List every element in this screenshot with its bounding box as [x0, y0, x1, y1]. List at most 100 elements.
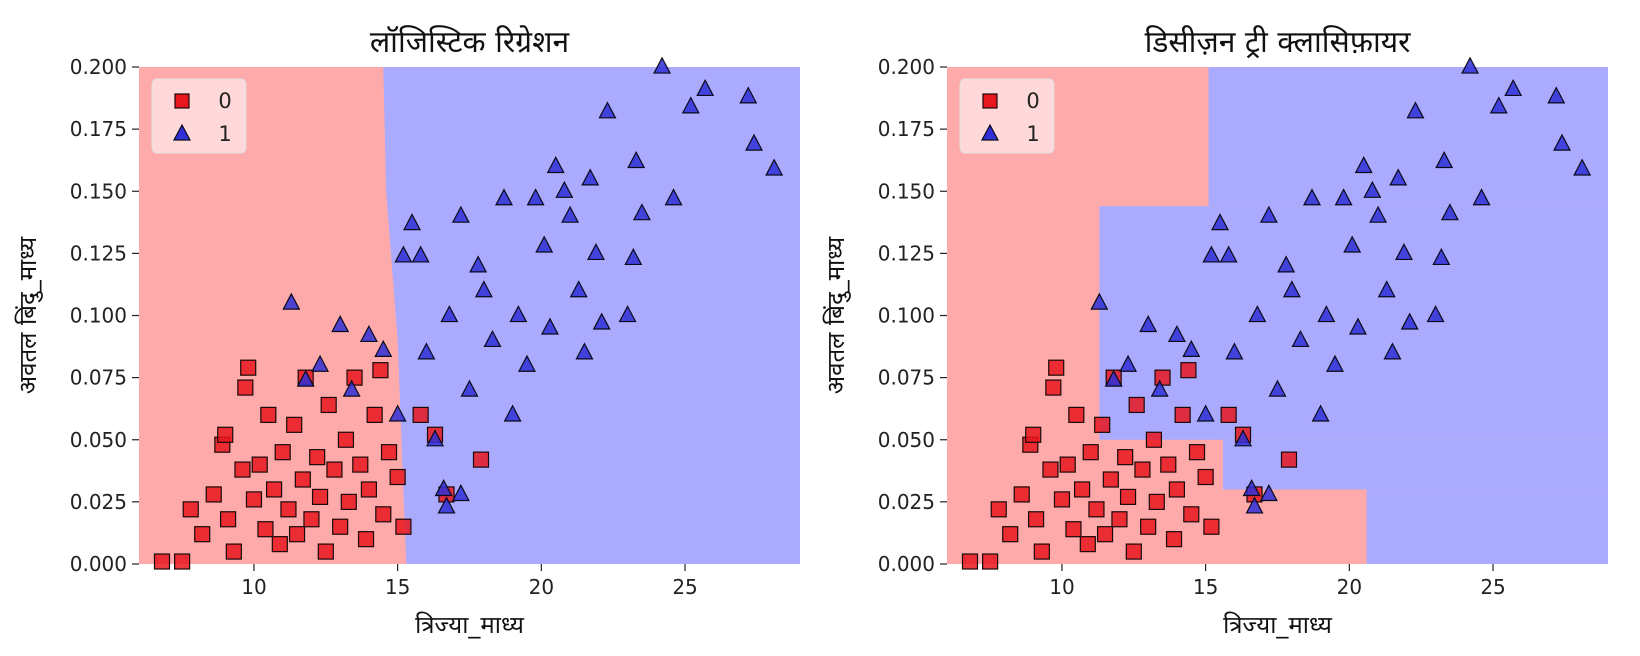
data-point-class-1 [1219, 245, 1238, 263]
x-tick-label: 10 [1049, 575, 1074, 599]
data-point-class-0 [360, 481, 378, 498]
y-tick-label: 0.075 [70, 366, 127, 390]
data-point-class-0 [1160, 456, 1177, 473]
data-point-class-0 [1025, 426, 1042, 443]
data-point-class-0 [395, 518, 412, 535]
lr-x-axis-label: त्रिज्या_माध्य [415, 611, 525, 639]
data-point-class-0 [1203, 518, 1220, 535]
x-tick-label: 10 [241, 575, 266, 599]
data-point-class-1 [569, 280, 588, 298]
data-point-class-0 [260, 406, 277, 423]
data-point-class-1 [1406, 101, 1425, 119]
y-tick-label: 0.175 [70, 117, 127, 141]
legend-marker-class-1 [173, 123, 191, 141]
data-point-class-0 [1079, 536, 1096, 553]
data-point-class-1 [1234, 429, 1253, 447]
y-tick-label: 0.200 [878, 55, 935, 79]
data-point-class-0 [1145, 431, 1163, 448]
data-point-class-0 [217, 426, 234, 443]
data-point-class-1 [517, 354, 536, 372]
data-point-class-0 [251, 456, 268, 473]
data-point-class-0 [320, 396, 337, 414]
data-point-class-0 [1048, 359, 1065, 376]
data-point-class-0 [982, 553, 999, 570]
data-point-class-1 [681, 96, 700, 114]
y-tick-label: 0.125 [878, 241, 935, 265]
data-point-class-0 [234, 461, 251, 478]
data-point-class-1 [1202, 245, 1221, 263]
data-point-class-1 [469, 255, 488, 273]
data-point-class-0 [340, 493, 357, 510]
x-tick-label: 15 [1193, 575, 1218, 599]
data-point-class-1 [618, 305, 637, 323]
data-point-class-0 [1094, 416, 1111, 433]
data-point-class-1 [624, 247, 643, 266]
data-point-class-0 [326, 461, 343, 478]
data-point-class-0 [309, 449, 326, 466]
data-point-class-1 [1139, 315, 1158, 333]
data-point-class-1 [1334, 188, 1353, 206]
legend-box [151, 78, 247, 154]
data-point-class-1 [1090, 292, 1109, 310]
data-point-class-0 [1168, 481, 1186, 498]
x-tick-label: 20 [529, 575, 554, 599]
data-point-class-0 [375, 506, 392, 523]
data-point-class-0 [1073, 481, 1091, 498]
data-point-class-0 [472, 451, 490, 468]
dt-plot: 0.000 0.025 0.050 0.075 0.100 0.125 0.150 0.175… [822, 25, 1608, 639]
data-point-class-0 [294, 471, 311, 488]
data-point-class-1 [1119, 354, 1138, 372]
lr-plot: 0.000 0.025 0.050 0.075 0.100 0.125 0.150 0.175… [14, 25, 800, 639]
data-point-class-0 [1045, 379, 1062, 396]
data-point-class-1 [1150, 379, 1169, 397]
data-point-class-1 [581, 168, 600, 186]
data-point-class-1 [555, 180, 574, 198]
data-point-class-0 [245, 491, 263, 508]
data-point-class-1 [1394, 242, 1413, 261]
data-point-class-1 [664, 188, 683, 206]
dt-region-class-1 [1222, 439, 1608, 490]
data-point-class-1 [1302, 188, 1321, 206]
data-point-class-1 [296, 369, 315, 387]
y-tick-label: 0.125 [70, 241, 127, 265]
data-point-class-1 [1377, 280, 1396, 298]
data-point-class-0 [303, 511, 320, 528]
data-point-class-1 [1369, 205, 1388, 223]
dt-region-class-1 [1208, 67, 1608, 207]
data-point-class-1 [653, 56, 672, 74]
lr-legend: 01 [151, 78, 247, 154]
x-tick-label: 20 [1337, 575, 1362, 599]
data-point-class-1 [1440, 203, 1459, 221]
data-point-class-1 [535, 235, 554, 253]
data-point-class-0 [1117, 449, 1134, 466]
legend-box [959, 78, 1055, 154]
data-point-class-1 [1225, 342, 1244, 360]
data-point-class-0 [286, 416, 303, 433]
data-point-class-0 [225, 543, 242, 560]
x-tick-label: 15 [385, 575, 410, 599]
data-point-class-0 [1188, 444, 1206, 461]
y-tick-label: 0.025 [70, 490, 127, 514]
data-point-class-1 [417, 342, 436, 360]
data-point-class-0 [1027, 511, 1045, 528]
data-point-class-1 [632, 203, 651, 221]
data-point-class-0 [1174, 406, 1191, 423]
data-point-class-1 [1363, 180, 1382, 198]
data-point-class-1 [1547, 86, 1566, 104]
y-tick-label: 0.175 [878, 117, 935, 141]
data-point-class-1 [561, 205, 580, 223]
data-point-class-0 [1140, 518, 1157, 535]
y-tick-label: 0.050 [70, 428, 127, 452]
y-tick-label: 0.075 [878, 366, 935, 390]
data-point-class-1 [394, 245, 413, 263]
data-point-class-0 [257, 521, 274, 538]
data-point-class-1 [1348, 317, 1367, 335]
data-point-class-1 [483, 329, 502, 348]
data-point-class-1 [437, 496, 456, 514]
data-point-class-1 [451, 205, 470, 223]
data-point-class-0 [1059, 456, 1076, 473]
data-point-class-1 [1248, 305, 1267, 323]
data-point-class-1 [282, 292, 301, 310]
data-point-class-0 [1065, 521, 1082, 538]
data-point-class-1 [451, 484, 470, 502]
